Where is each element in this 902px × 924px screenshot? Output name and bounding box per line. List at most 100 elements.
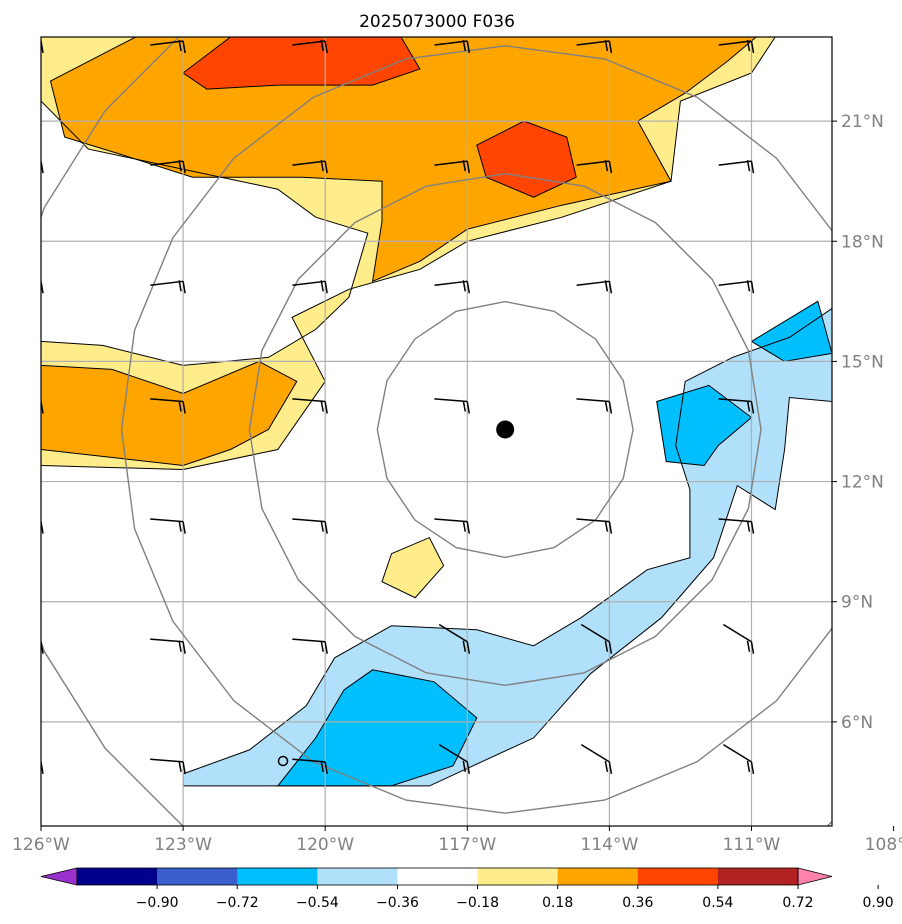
shaded-region-3: [183, 37, 420, 90]
wind-barb: [150, 518, 186, 534]
wind-barb: [41, 40, 44, 54]
contour-line-9: [750, 300, 832, 362]
colorbar-tick-label: 0.36: [622, 895, 653, 911]
wind-barb: [861, 399, 896, 414]
wind-barb: [434, 398, 471, 414]
wind-barb: [576, 398, 613, 414]
y-tick-label: 21°N: [841, 112, 884, 132]
wind-barb: [861, 280, 896, 293]
wind-barb: [150, 280, 186, 294]
small-circle-marker: [277, 755, 289, 767]
wind-barb: [41, 641, 44, 654]
wind-barb: [722, 744, 755, 775]
shaded-region-8: [656, 385, 752, 466]
colorbar-segment: [317, 868, 398, 885]
colorbar-outline: [76, 867, 799, 886]
colorbar-tick-label: −0.72: [216, 895, 259, 911]
chart-title: 2025073000 F036: [359, 12, 515, 32]
shaded-region-7: [277, 669, 477, 786]
wind-barb: [718, 160, 755, 174]
colorbar-tick-label: 0.18: [542, 895, 573, 911]
wind-barb: [292, 280, 328, 294]
wind-barb: [718, 518, 755, 534]
wind-barb: [150, 638, 186, 654]
wind-barb: [865, 625, 895, 654]
wind-barb: [576, 518, 613, 534]
wind-barb: [41, 520, 44, 534]
shaded-region-6: [183, 308, 832, 786]
x-tick-label: 108°W: [865, 835, 902, 855]
wind-barb: [292, 39, 328, 54]
colorbar-tick-label: 0.54: [702, 895, 733, 911]
x-tick-label: 117°W: [438, 835, 496, 855]
wind-barb: [292, 518, 328, 534]
wind-barb: [41, 281, 44, 294]
wind-barb: [438, 623, 471, 654]
colorbar-extend-high: [797, 867, 833, 886]
shaded-region-1: [50, 37, 757, 282]
wind-barb: [580, 744, 613, 775]
x-tick-label: 111°W: [723, 835, 781, 855]
colorbar-segment: [637, 868, 719, 885]
wind-barb: [292, 160, 328, 174]
x-tick-label: 120°W: [296, 835, 354, 855]
colorbar-segment: [77, 868, 158, 885]
colorbar-tick-label: 0.72: [782, 895, 813, 911]
x-tick-label: 123°W: [154, 835, 212, 855]
colorbar-segment: [157, 868, 238, 885]
wind-barb: [434, 280, 471, 294]
map-frame: [40, 36, 833, 827]
wind-barb: [438, 744, 471, 775]
wind-barb: [718, 280, 755, 294]
graticule-grid: [41, 37, 832, 826]
colorbar-segment: [477, 868, 559, 885]
wind-barb: [41, 161, 44, 174]
wind-barb: [434, 39, 471, 54]
colorbar-tick-label: −0.36: [376, 895, 419, 911]
wind-barb: [150, 39, 186, 54]
contour-line-5: [381, 536, 445, 599]
wind-barb: [41, 761, 44, 775]
wind-barb: [41, 400, 44, 414]
wind-barb: [150, 758, 186, 775]
wind-barb: [576, 39, 613, 54]
wind-barb: [292, 398, 328, 414]
colorbar-segment: [397, 868, 479, 885]
wind-barb: [718, 39, 755, 54]
wind-barb: [576, 280, 613, 294]
contour-line-1: [49, 37, 757, 283]
y-tick-label: 18°N: [841, 232, 884, 252]
wind-barb: [434, 160, 471, 174]
wind-barb: [865, 745, 895, 774]
y-tick-label: 6°N: [841, 713, 873, 733]
y-tick-label: 12°N: [841, 473, 884, 493]
x-axis-ticks: 126°W 123°W 120°W 117°W 114°W 111°W 108°W: [12, 826, 902, 855]
y-tick-label: 9°N: [841, 593, 873, 613]
wind-barb: [292, 638, 328, 654]
wind-barb: [722, 623, 755, 654]
range-ring-0: [376, 300, 634, 559]
contour-line-6: [182, 307, 832, 787]
wind-barb: [580, 623, 613, 654]
shaded-region-9: [751, 301, 832, 362]
colorbar-extend-low: [40, 867, 78, 886]
storm-center-marker: [496, 420, 515, 439]
shaded-region-2: [41, 361, 297, 466]
shaded-region-4: [476, 121, 577, 198]
range-ring-2: [120, 45, 832, 814]
x-tick-label: 126°W: [12, 835, 70, 855]
colorbar-segment: [557, 868, 639, 885]
contour-line-8: [656, 384, 753, 467]
colorbar-segment: [717, 868, 799, 885]
contour-line-3: [182, 37, 421, 90]
colorbar-tick-label: 0.90: [863, 895, 894, 911]
shaded-field: [41, 37, 832, 786]
wind-barb: [434, 518, 471, 534]
x-tick-label: 114°W: [581, 835, 639, 855]
wind-barb: [150, 160, 186, 174]
wind-barb: [861, 40, 896, 53]
colorbar-tick-label: −0.18: [456, 895, 499, 911]
